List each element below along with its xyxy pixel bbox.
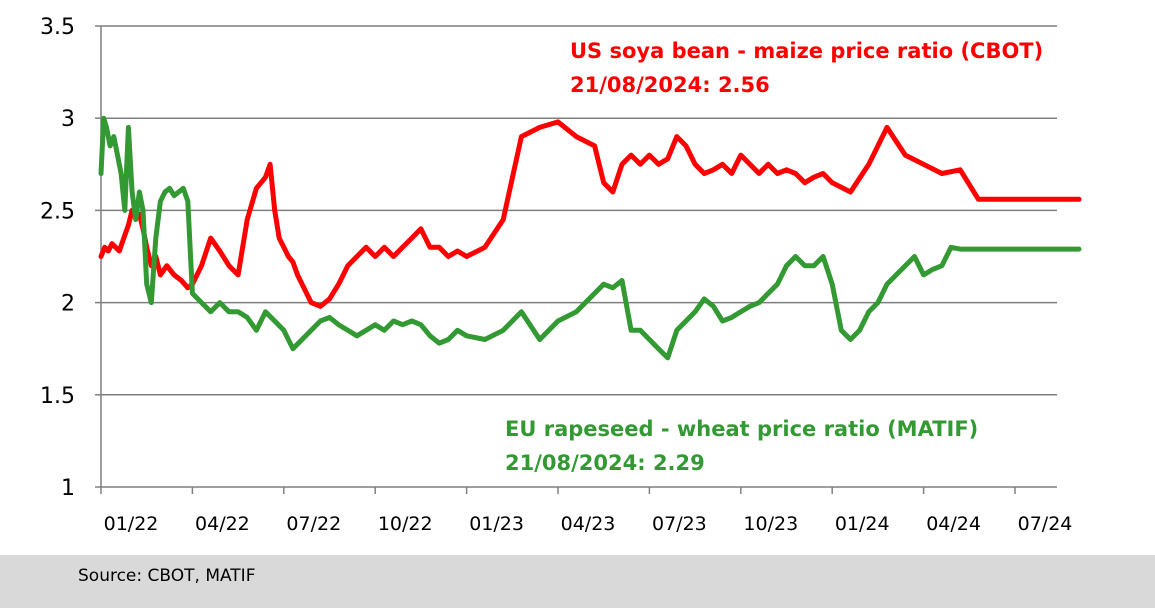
plot-lines bbox=[98, 115, 1082, 361]
y-axis: 1 1.5 2 2.5 3 3.5 bbox=[40, 15, 102, 501]
x-tick-label: 07/24 bbox=[1018, 513, 1073, 535]
us-annotation-value: 21/08/2024: 2.56 bbox=[570, 73, 770, 97]
eu-annotation-title: EU rapeseed - wheat price ratio (MATIF) bbox=[505, 417, 979, 441]
x-tick-label: 10/23 bbox=[743, 513, 798, 535]
eu-annotation: EU rapeseed - wheat price ratio (MATIF) … bbox=[505, 412, 978, 480]
us-annotation-title: US soya bean - maize price ratio (CBOT) bbox=[570, 39, 1044, 63]
x-tick-label: 10/22 bbox=[378, 513, 433, 535]
x-axis: 01/22 04/22 07/22 10/22 01/23 04/23 07/23 10/23… bbox=[100, 486, 1073, 535]
y-tick-label: 3.5 bbox=[40, 15, 75, 40]
y-tick-label: 1.5 bbox=[40, 384, 75, 409]
x-tick-label: 01/22 bbox=[104, 513, 159, 535]
source-note: Source: CBOT, MATIF bbox=[78, 566, 256, 586]
y-tick-label: 2.5 bbox=[40, 199, 75, 224]
us-series-line bbox=[98, 119, 1082, 309]
x-tick-label: 04/23 bbox=[561, 513, 616, 535]
eu-annotation-value: 21/08/2024: 2.29 bbox=[505, 451, 705, 475]
x-tick-label: 04/24 bbox=[926, 513, 981, 535]
x-tick-label: 07/22 bbox=[286, 513, 341, 535]
x-tick-label: 01/23 bbox=[469, 513, 524, 535]
x-tick-label: 07/23 bbox=[652, 513, 707, 535]
chart-svg: 1 1.5 2 2.5 3 3.5 01/22 04/22 07/22 10/22 01/23 04… bbox=[40, 15, 1082, 535]
y-tick-label: 1 bbox=[61, 476, 75, 501]
eu-series-line bbox=[98, 115, 1082, 361]
y-tick-label: 3 bbox=[61, 107, 75, 132]
x-tick-label: 01/24 bbox=[835, 513, 890, 535]
y-tick-label: 2 bbox=[61, 292, 75, 317]
footer: Source: CBOT, MATIF bbox=[0, 555, 1155, 608]
us-annotation: US soya bean - maize price ratio (CBOT) … bbox=[570, 34, 1043, 102]
grid bbox=[101, 25, 1057, 396]
chart-area: 1 1.5 2 2.5 3 3.5 01/22 04/22 07/22 10/22 01/23 04… bbox=[40, 15, 1082, 535]
x-tick-label: 04/22 bbox=[195, 513, 250, 535]
